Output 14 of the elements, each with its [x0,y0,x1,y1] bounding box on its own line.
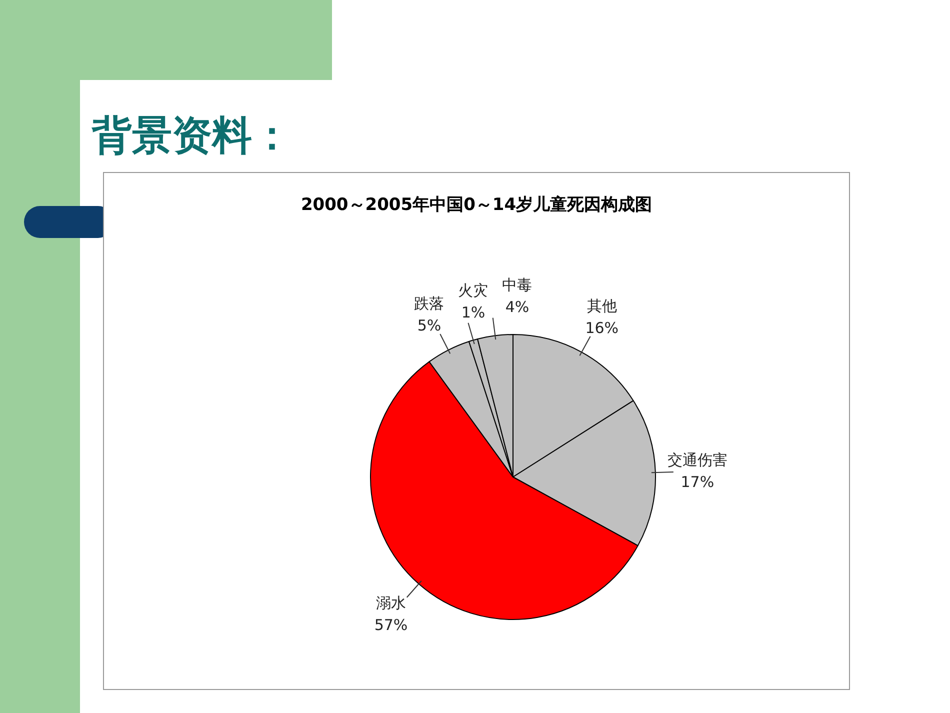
data-label: 4% [505,298,530,316]
data-label: 17% [680,473,714,492]
slice-label: 中毒 [502,276,532,294]
chart-title: 2000～2005年中国0～14岁儿童死因构成图 [300,194,654,216]
slice-label: 交通伤害 [667,451,728,470]
data-label: 16% [585,318,619,337]
slice-label: 溺水 [376,594,406,612]
data-label: 1% [461,304,486,322]
data-label: 5% [417,316,442,334]
data-label: 57% [374,616,408,634]
text: 背景资料： [92,111,292,161]
slice-label: 跌落 [414,294,444,312]
slice-label: 其他 [586,296,617,315]
slice-label: 火灾 [458,282,488,300]
